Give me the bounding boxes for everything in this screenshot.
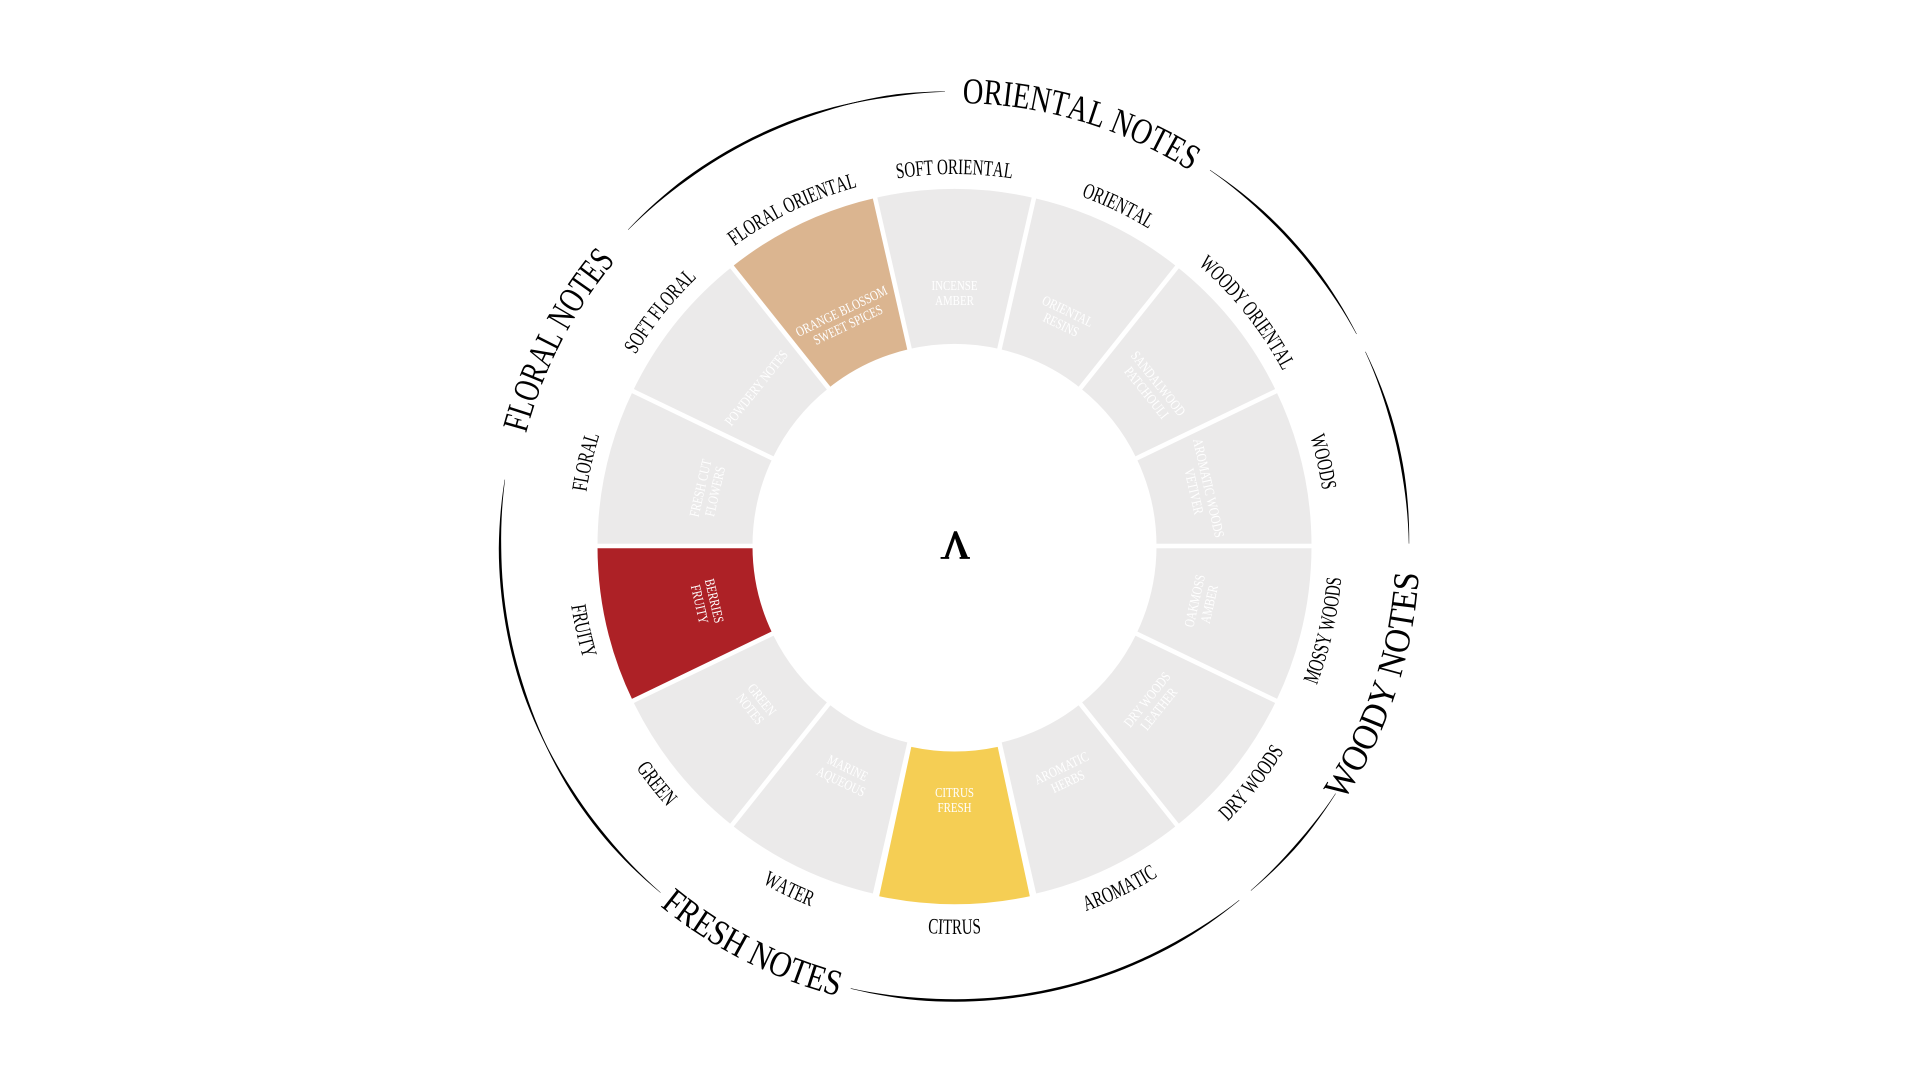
svg-text:O: O — [1319, 594, 1345, 608]
svg-text:R: R — [952, 915, 963, 940]
svg-text:O: O — [1311, 457, 1337, 473]
svg-text:L: L — [569, 471, 595, 484]
svg-text:D: D — [1313, 468, 1339, 483]
svg-text:E: E — [1010, 76, 1033, 118]
svg-text:D: D — [1321, 584, 1347, 598]
svg-text:I: I — [938, 915, 944, 940]
svg-text:N: N — [972, 156, 985, 181]
svg-text:CITRUS: CITRUS — [935, 786, 974, 801]
svg-text:O: O — [962, 72, 984, 113]
svg-text:O: O — [1317, 604, 1343, 619]
svg-text:R: R — [948, 155, 958, 180]
svg-text:T: T — [983, 156, 995, 181]
svg-text:I: I — [571, 630, 596, 641]
svg-text:AMBER: AMBER — [935, 294, 974, 309]
svg-text:E: E — [1383, 588, 1426, 613]
svg-text:FRESH: FRESH — [938, 801, 972, 816]
svg-text:L: L — [1002, 159, 1015, 185]
svg-text:O: O — [937, 155, 949, 180]
svg-text:U: U — [961, 915, 973, 940]
svg-text:S: S — [972, 914, 982, 939]
svg-text:W: W — [1315, 614, 1342, 633]
svg-text:I: I — [958, 155, 963, 180]
svg-text:T: T — [943, 915, 953, 940]
svg-text:I: I — [1001, 74, 1015, 115]
svg-text:A: A — [991, 157, 1005, 183]
svg-text:S: S — [1315, 479, 1341, 491]
svg-text:S: S — [1322, 576, 1347, 587]
svg-text:E: E — [963, 155, 973, 180]
svg-text:C: C — [928, 914, 939, 939]
svg-text:F: F — [568, 481, 594, 493]
svg-text:O: O — [571, 460, 597, 476]
svg-text:F: F — [914, 157, 925, 182]
svg-text:INCENSE: INCENSE — [931, 279, 977, 294]
svg-text:R: R — [982, 73, 1004, 115]
svg-text:O: O — [903, 157, 917, 183]
svg-text:F: F — [565, 603, 591, 615]
svg-text:S: S — [1385, 570, 1427, 592]
svg-text:S: S — [894, 159, 906, 184]
svg-text:W: W — [1305, 431, 1333, 452]
svg-text:T: T — [923, 156, 934, 181]
